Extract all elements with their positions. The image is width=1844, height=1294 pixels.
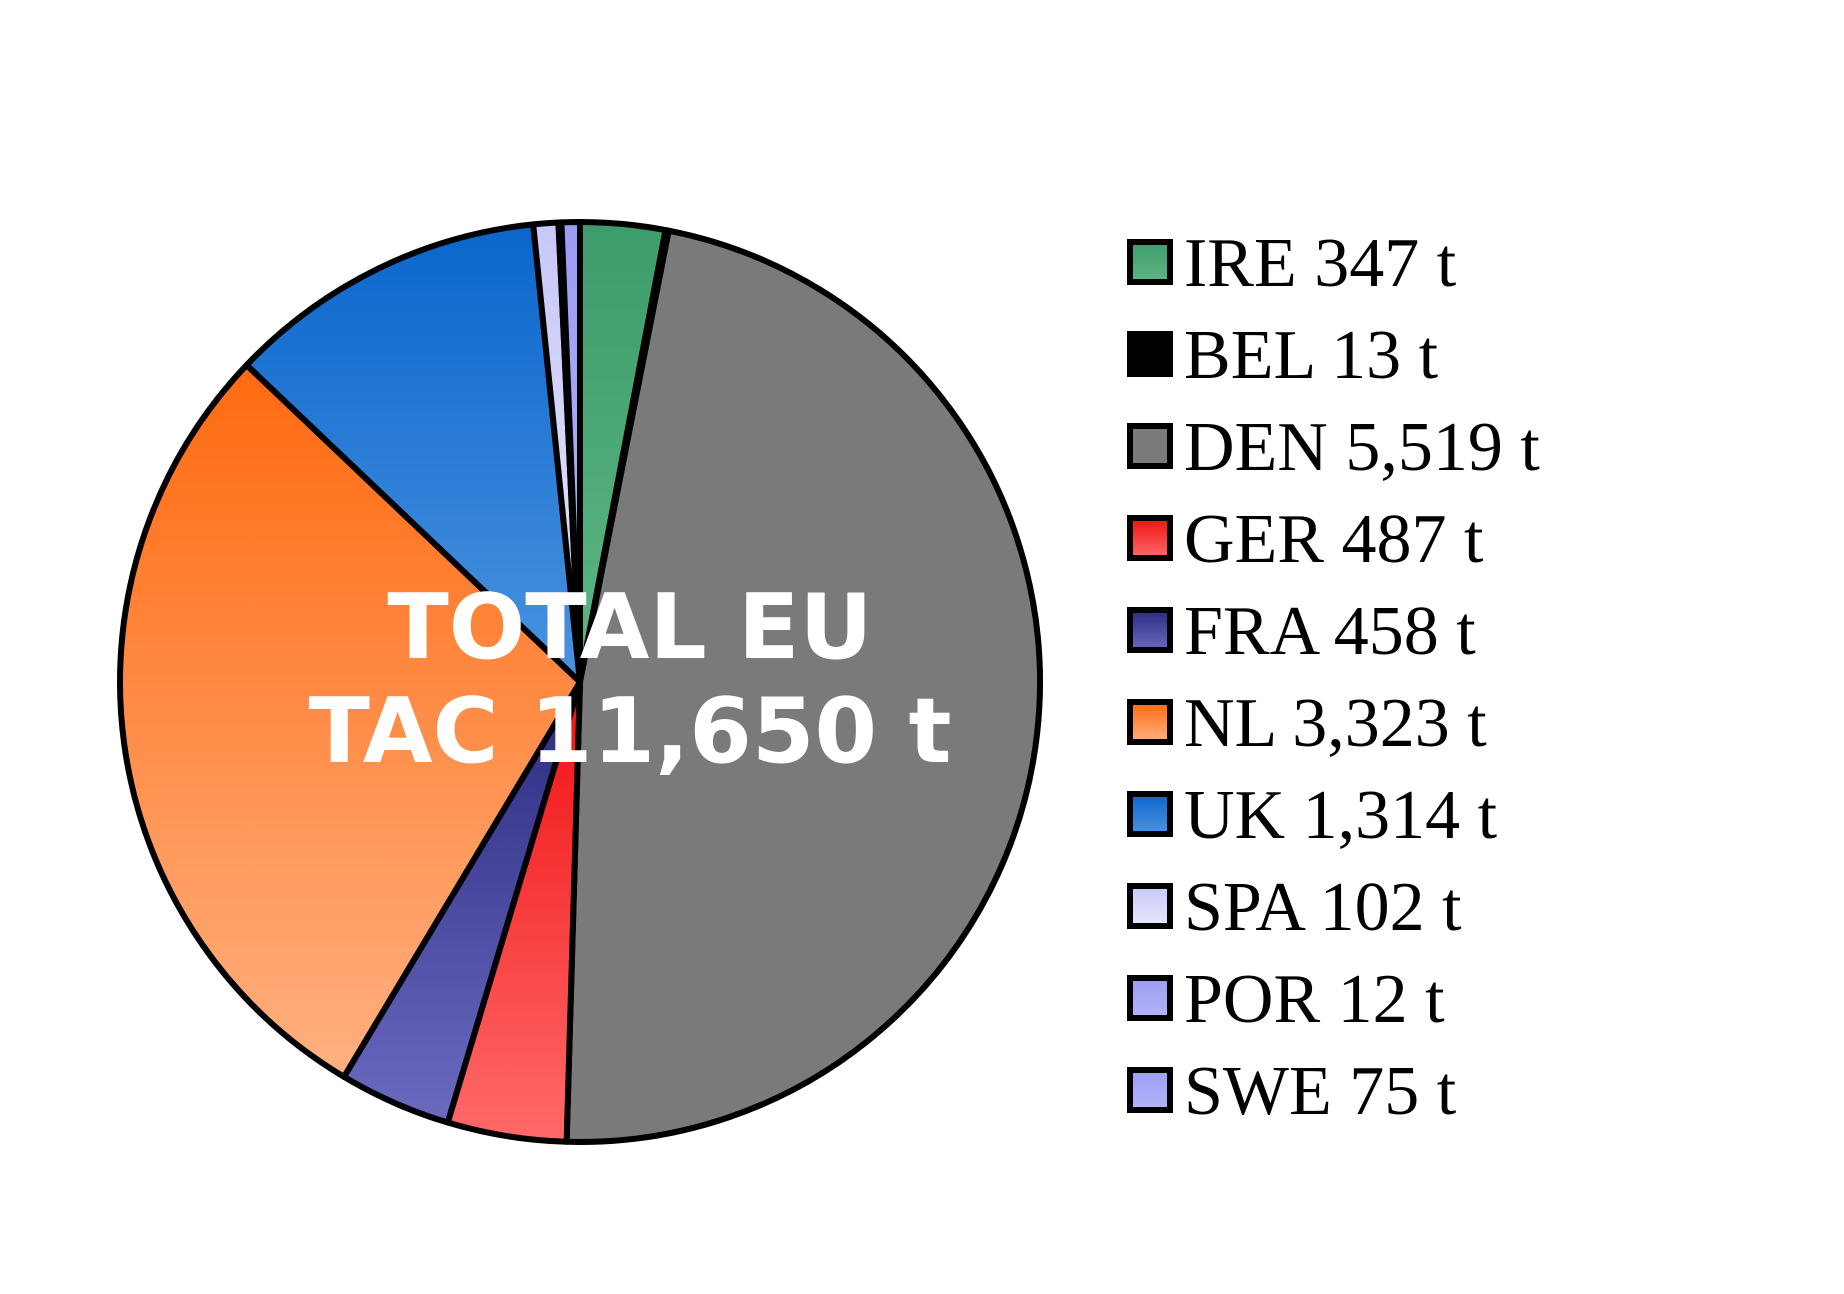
legend-swatch-bel xyxy=(1127,331,1173,377)
legend-swatch-nl xyxy=(1127,699,1173,745)
legend-label-den: DEN 5,519 t xyxy=(1184,409,1540,486)
pie-slice-nl xyxy=(117,362,583,1080)
legend-swatch-uk xyxy=(1127,791,1173,837)
legend-label-ire: IRE 347 t xyxy=(1184,225,1457,302)
pie-slice-uk xyxy=(243,221,583,685)
pie-slice-swe xyxy=(558,219,583,685)
legend-swatch-ger xyxy=(1127,515,1173,561)
legend-swatch-den xyxy=(1127,423,1173,469)
center-label-line-1: TOTAL EU xyxy=(387,575,872,680)
legend-label-por: POR 12 t xyxy=(1184,961,1445,1038)
legend-label-ger: GER 487 t xyxy=(1184,501,1484,578)
pie-slice-den xyxy=(563,227,1043,1145)
legend-swatch-ire xyxy=(1127,239,1173,285)
legend-label-fra: FRA 458 t xyxy=(1184,593,1476,670)
legend-label-nl: NL 3,323 t xyxy=(1184,685,1487,762)
legend-label-swe: SWE 75 t xyxy=(1184,1053,1457,1130)
center-label-line-2: TAC 11,650 t xyxy=(308,679,951,784)
legend-label-bel: BEL 13 t xyxy=(1184,317,1439,394)
legend-swatch-por xyxy=(1127,975,1173,1021)
legend-swatch-spa xyxy=(1127,883,1173,929)
legend-swatch-fra xyxy=(1127,607,1173,653)
legend-swatch-swe xyxy=(1127,1067,1173,1113)
legend-label-uk: UK 1,314 t xyxy=(1184,777,1498,854)
pie-slices xyxy=(117,219,1043,1145)
legend: IRE 347 t BEL 13 t DEN 5,519 t GER 487 t FRA… xyxy=(1127,225,1540,1130)
legend-label-spa: SPA 102 t xyxy=(1184,869,1462,946)
center-label: TOTAL EU TAC 11,650 t xyxy=(308,575,951,784)
